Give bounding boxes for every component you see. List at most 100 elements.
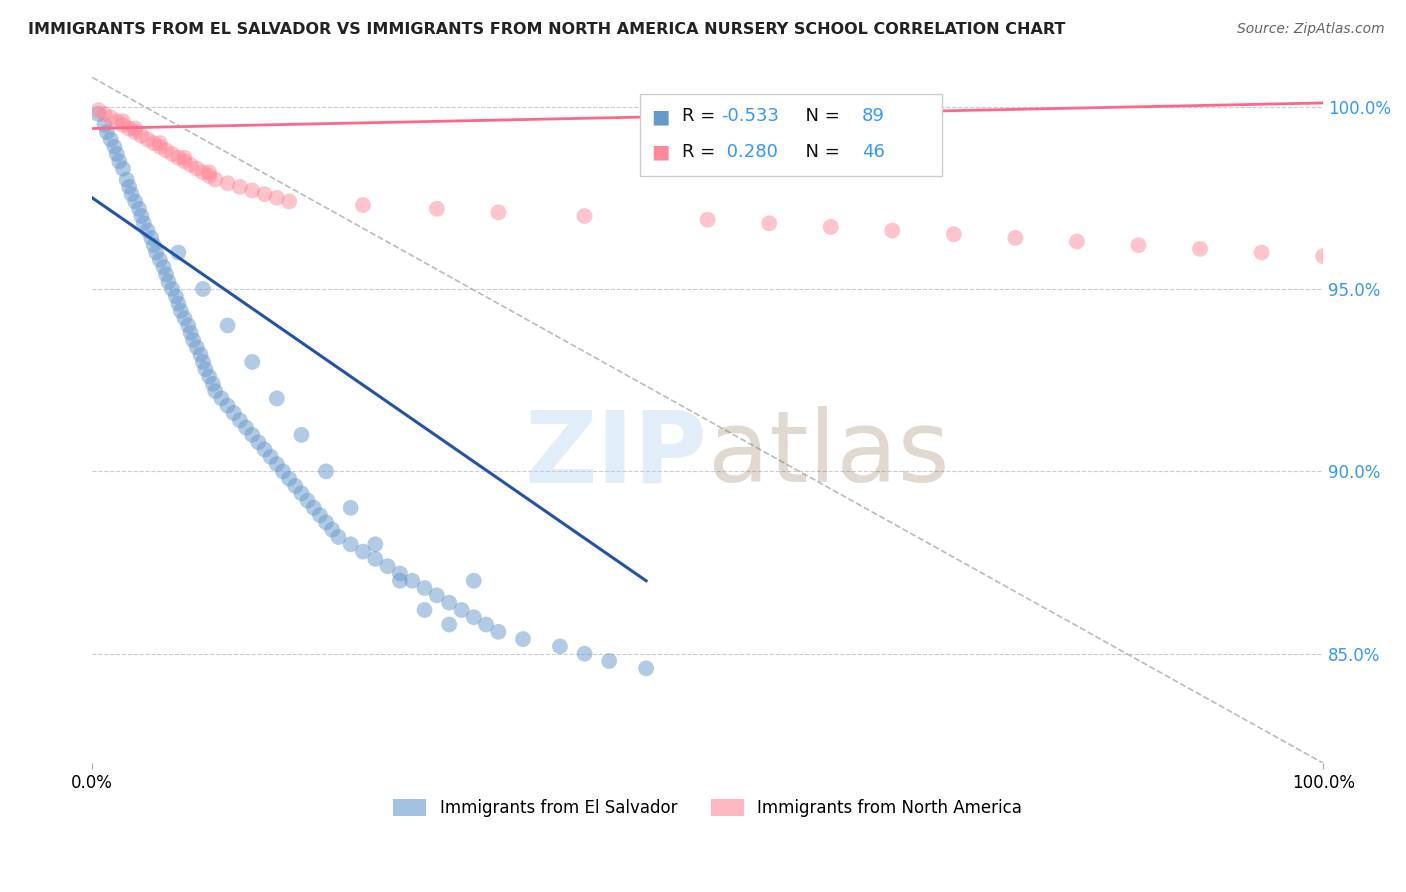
- Point: [240, 184, 263, 198]
- Text: atlas: atlas: [707, 406, 949, 503]
- Point: [229, 179, 252, 194]
- Text: ZIP: ZIP: [524, 406, 707, 503]
- Point: [297, 493, 319, 508]
- Point: [149, 136, 172, 150]
- Point: [217, 318, 239, 333]
- Point: [121, 187, 143, 202]
- Point: [1312, 249, 1334, 263]
- Point: [118, 121, 141, 136]
- Point: [247, 435, 270, 450]
- Point: [167, 296, 190, 310]
- Point: [142, 238, 165, 252]
- Point: [388, 574, 411, 588]
- Point: [108, 154, 131, 169]
- Point: [93, 118, 115, 132]
- Point: [235, 420, 257, 434]
- Point: [111, 114, 134, 128]
- Point: [253, 442, 276, 457]
- Point: [260, 450, 283, 464]
- Text: 89: 89: [862, 107, 884, 125]
- Point: [190, 348, 212, 362]
- Point: [87, 107, 110, 121]
- Point: [155, 144, 177, 158]
- Text: ■: ■: [651, 143, 669, 161]
- Point: [942, 227, 965, 242]
- Point: [198, 369, 221, 384]
- Point: [352, 198, 374, 212]
- Text: Source: ZipAtlas.com: Source: ZipAtlas.com: [1237, 22, 1385, 37]
- Point: [194, 362, 217, 376]
- Point: [180, 158, 202, 172]
- Point: [93, 107, 115, 121]
- Point: [1250, 245, 1272, 260]
- Point: [437, 596, 460, 610]
- Point: [160, 147, 183, 161]
- Point: [426, 202, 449, 216]
- Point: [124, 125, 146, 139]
- Point: [198, 165, 221, 179]
- Point: [186, 161, 208, 176]
- Point: [512, 632, 534, 647]
- Point: [165, 289, 187, 303]
- Point: [820, 219, 842, 234]
- Point: [413, 603, 436, 617]
- Point: [173, 311, 195, 326]
- Point: [377, 559, 399, 574]
- Point: [475, 617, 498, 632]
- Point: [548, 640, 571, 654]
- Point: [87, 103, 110, 118]
- Point: [131, 128, 153, 143]
- Point: [204, 172, 226, 186]
- Point: [364, 537, 387, 551]
- Point: [339, 500, 361, 515]
- Point: [191, 282, 214, 296]
- Point: [115, 172, 138, 186]
- Point: [463, 574, 485, 588]
- Text: -0.533: -0.533: [721, 107, 779, 125]
- Point: [364, 552, 387, 566]
- Point: [157, 275, 180, 289]
- Point: [132, 216, 155, 230]
- Legend: Immigrants from El Salvador, Immigrants from North America: Immigrants from El Salvador, Immigrants …: [387, 792, 1029, 823]
- Point: [315, 516, 337, 530]
- Point: [290, 486, 312, 500]
- Point: [882, 224, 904, 238]
- Text: 46: 46: [862, 143, 884, 161]
- Point: [167, 245, 190, 260]
- Point: [758, 216, 780, 230]
- Point: [105, 147, 128, 161]
- Point: [426, 588, 449, 602]
- Point: [229, 413, 252, 427]
- Point: [124, 121, 146, 136]
- Point: [486, 624, 509, 639]
- Text: 0.280: 0.280: [721, 143, 778, 161]
- Point: [321, 523, 343, 537]
- Point: [160, 282, 183, 296]
- Point: [1066, 235, 1088, 249]
- Point: [181, 333, 204, 347]
- Point: [574, 209, 596, 223]
- Point: [100, 111, 122, 125]
- Point: [124, 194, 146, 209]
- Point: [1128, 238, 1150, 252]
- Point: [463, 610, 485, 624]
- Point: [191, 355, 214, 369]
- Point: [204, 384, 226, 398]
- Point: [167, 151, 190, 165]
- Text: N =: N =: [794, 143, 846, 161]
- Point: [170, 304, 193, 318]
- Point: [315, 464, 337, 478]
- Point: [240, 355, 263, 369]
- Text: N =: N =: [794, 107, 846, 125]
- Point: [388, 566, 411, 581]
- Point: [105, 114, 128, 128]
- Point: [1189, 242, 1212, 256]
- Point: [177, 318, 200, 333]
- Point: [173, 154, 195, 169]
- Point: [290, 428, 312, 442]
- Text: R =: R =: [682, 143, 721, 161]
- Point: [486, 205, 509, 219]
- Point: [111, 118, 134, 132]
- Point: [103, 140, 125, 154]
- Point: [413, 581, 436, 595]
